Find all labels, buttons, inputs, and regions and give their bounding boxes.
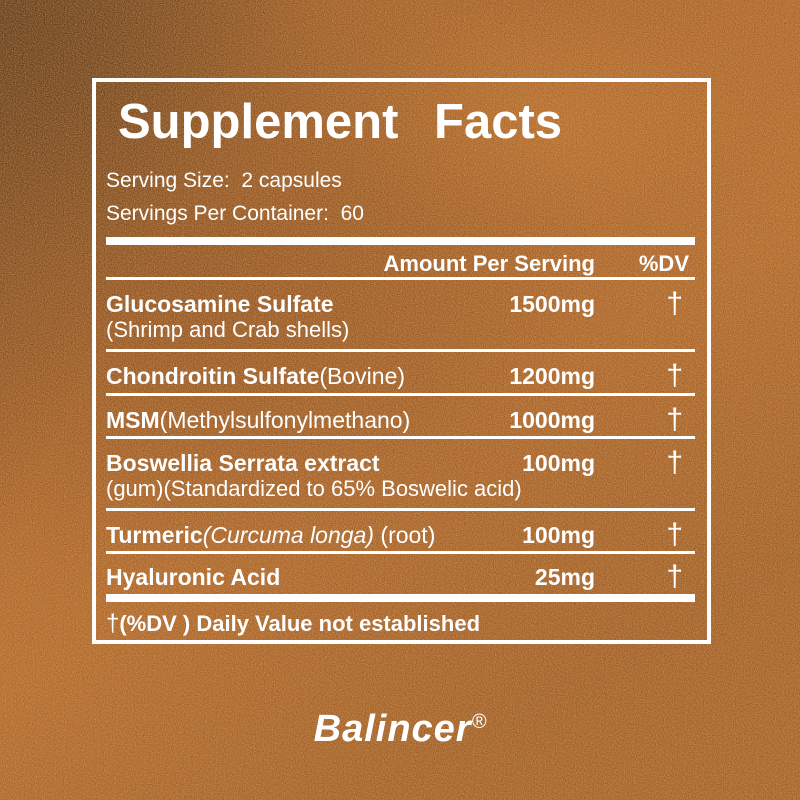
- serving-size-line: Serving Size: 2 capsules: [106, 169, 342, 192]
- amount-value: 1200mg: [509, 363, 595, 389]
- dv-dagger: †: [666, 446, 683, 479]
- amount-value: 100mg: [522, 450, 595, 476]
- dv-dagger: †: [666, 403, 683, 436]
- percent-dv-header: %DV: [638, 251, 689, 276]
- ingredient-name: Chondroitin Sulfate(Bovine): [106, 363, 406, 389]
- dv-dagger: †: [666, 359, 683, 392]
- table-row-hyaluronic: Hyaluronic Acid 25mg †: [106, 554, 695, 602]
- table-row-chondroitin: Chondroitin Sulfate(Bovine) 1200mg †: [106, 352, 695, 396]
- column-header-row: Amount Per Serving %DV: [106, 245, 695, 280]
- dagger-symbol: †: [106, 610, 120, 637]
- amount-value: 1500mg: [509, 291, 595, 317]
- amount-per-serving-header: Amount Per Serving: [383, 251, 595, 276]
- amount-value: 1000mg: [509, 407, 595, 433]
- amount-value: 25mg: [534, 564, 595, 590]
- ingredient-subline: (gum)(Standardized to 65% Boswelic acid): [106, 476, 522, 501]
- dv-dagger: †: [666, 518, 683, 551]
- supplement-facts-panel: Supplement Facts Serving Size: 2 capsule…: [92, 78, 711, 644]
- table-row-glucosamine: Glucosamine Sulfate 1500mg † (Shrimp and…: [106, 280, 695, 352]
- ingredient-name: Hyaluronic Acid: [106, 564, 281, 590]
- ingredient-name: Glucosamine Sulfate: [106, 291, 334, 317]
- servings-per-container-line: Servings Per Container: 60: [106, 202, 364, 225]
- table-row-msm: MSM(Methylsulfonylmethano) 1000mg †: [106, 396, 695, 439]
- daily-value-footnote: †(%DV ) Daily Value not established: [106, 602, 695, 637]
- divider-thick-top: [106, 237, 695, 245]
- ingredient-name: Turmeric(Curcuma longa) (root): [106, 522, 436, 548]
- brand-wordmark: Balincer®: [0, 708, 800, 756]
- ingredient-subline: (Shrimp and Crab shells): [106, 317, 350, 342]
- panel-title: Supplement Facts: [118, 95, 563, 149]
- footnote-text: (%DV ) Daily Value not established: [119, 611, 481, 636]
- ingredient-name: Boswellia Serrata extract: [106, 450, 380, 476]
- ingredient-name: MSM(Methylsulfonylmethano): [106, 407, 411, 433]
- brand-name: Balincer: [313, 708, 472, 750]
- table-row-boswellia: Boswellia Serrata extract 100mg † (gum)(…: [106, 439, 695, 511]
- dv-dagger: †: [666, 560, 683, 593]
- amount-value: 100mg: [522, 522, 595, 548]
- table-row-turmeric: Turmeric(Curcuma longa) (root) 100mg †: [106, 511, 695, 554]
- dv-dagger: †: [666, 287, 683, 320]
- registered-trademark-symbol: ®: [471, 711, 487, 733]
